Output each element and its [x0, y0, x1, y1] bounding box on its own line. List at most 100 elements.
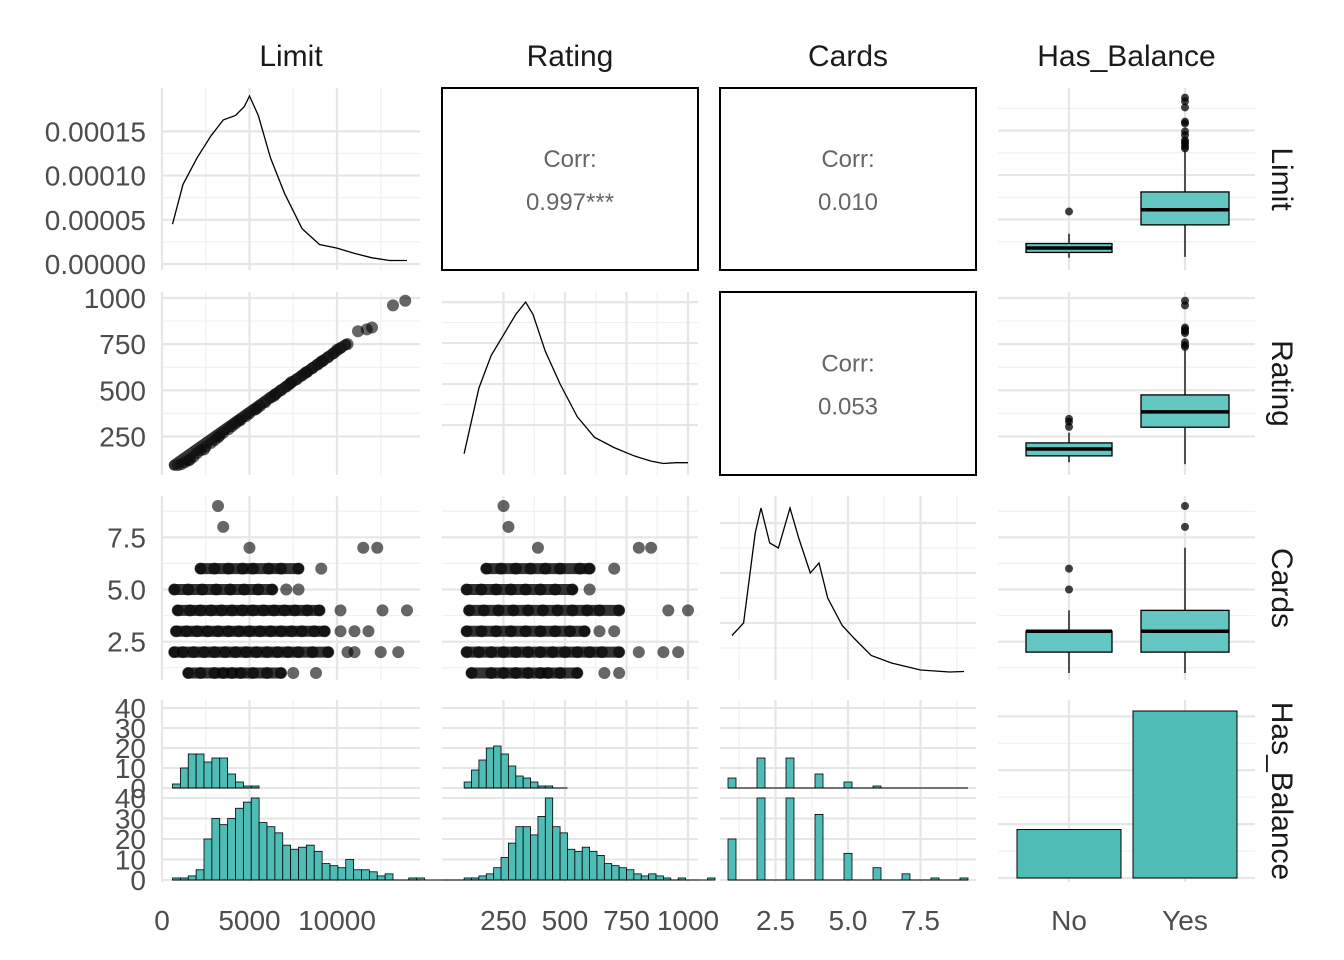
boxplot-outlier	[1181, 522, 1189, 531]
histogram-bar	[530, 834, 539, 881]
scatter-point	[292, 583, 305, 596]
scatter-point	[212, 500, 224, 512]
histogram-bar	[544, 797, 554, 881]
histogram-bar	[581, 846, 590, 881]
scatter-point	[463, 604, 476, 617]
boxplot-outlier	[1181, 127, 1189, 136]
x-tick-label: 750	[603, 905, 650, 936]
correlation-value: 0.053	[818, 394, 878, 421]
histogram-bar	[463, 781, 472, 789]
scatter-point	[262, 562, 275, 575]
text-layer: Corr: 0.997*** Corr: 0.010 Corr: 0.053 Limit Ra…	[45, 40, 1298, 936]
scatter-point	[662, 604, 675, 617]
y-tick-label: 40	[115, 693, 146, 724]
boxplot-outlier	[1181, 502, 1189, 510]
histogram-bar	[187, 753, 197, 789]
scatter-point	[371, 541, 384, 554]
histogram-bar	[227, 773, 236, 789]
column-strip-label: Limit	[259, 40, 323, 73]
histogram-bar	[633, 873, 642, 881]
scatter-point	[247, 667, 259, 679]
histogram-bar	[313, 850, 323, 881]
scatter-point	[296, 625, 308, 638]
histogram-bar	[589, 850, 598, 881]
correlation-label: Corr:	[821, 351, 874, 378]
histogram-bar	[574, 850, 583, 881]
histogram-bar	[552, 826, 561, 881]
histogram-bar	[227, 818, 236, 881]
scatter-point	[334, 604, 347, 617]
column-strip-label: Cards	[808, 40, 888, 73]
histogram-bar	[515, 775, 524, 789]
scatter-point	[215, 604, 228, 617]
boxplot-outlier	[1181, 117, 1189, 126]
scatter-point	[275, 667, 287, 679]
y-tick-label: 0.00005	[45, 205, 146, 236]
scatter-point	[222, 562, 235, 575]
histogram-bar	[756, 797, 766, 881]
scatter-point	[578, 625, 591, 638]
histogram-bar	[872, 867, 882, 881]
correlation-value: 0.997***	[526, 189, 614, 216]
scatter-point	[198, 646, 210, 659]
histogram-bar	[843, 852, 853, 881]
scatter-point	[490, 625, 503, 638]
correlation-label: Corr:	[821, 146, 874, 173]
histogram-bar	[345, 859, 355, 881]
histogram-bar	[203, 838, 213, 881]
scatter-point	[480, 562, 493, 575]
scatter-point	[460, 583, 473, 596]
scatter-point	[509, 562, 522, 575]
scatter-point	[187, 646, 200, 659]
y-tick-label: 30	[115, 713, 146, 744]
histogram-bar	[384, 873, 394, 881]
scatter-point	[613, 646, 626, 659]
scatter-point	[222, 625, 235, 638]
scatter-point	[170, 625, 182, 638]
histogram-bar	[596, 855, 605, 881]
y-tick-label: 20	[115, 733, 146, 764]
y-tick-label: 10	[115, 845, 146, 876]
x-tick-label: 7.5	[901, 905, 940, 936]
scatter-point	[465, 667, 478, 679]
histogram-bar	[559, 832, 568, 881]
scatter-point	[593, 604, 606, 617]
scatter-point	[171, 604, 184, 617]
scatter-point	[645, 541, 658, 554]
histogram-bar	[274, 832, 284, 881]
scatter-point	[495, 562, 508, 575]
scatter-point	[492, 604, 505, 617]
scatter-point	[243, 541, 256, 554]
boxplot-outlier	[1181, 338, 1189, 347]
histogram-bar	[195, 869, 205, 881]
scatter-point	[201, 625, 214, 638]
scatter-point	[497, 646, 510, 659]
histogram-bar	[471, 769, 480, 789]
scatter-point	[504, 583, 517, 596]
scatter-point	[509, 646, 522, 659]
histogram-bar	[648, 873, 657, 881]
scatter-point	[292, 562, 305, 575]
histogram-bar	[376, 875, 386, 881]
x-tick-label: 0	[154, 905, 170, 936]
grid-layer	[160, 88, 1255, 882]
scatter-point	[282, 646, 294, 659]
boxplot-box	[1025, 630, 1113, 653]
scatter-point	[376, 604, 389, 617]
scatter-point	[208, 562, 221, 575]
scatter-point	[608, 625, 621, 638]
histogram-bar	[640, 875, 650, 881]
scatter-point	[287, 667, 300, 679]
scatter-point	[236, 604, 249, 617]
histogram-bar	[478, 875, 487, 881]
scatter-point	[182, 583, 195, 596]
scatter-point	[485, 646, 498, 659]
y-tick-label: 20	[115, 824, 146, 855]
histogram-bar	[187, 875, 197, 881]
histogram-bar	[211, 757, 221, 789]
scatter-point	[250, 646, 263, 659]
histogram-bar	[522, 777, 531, 789]
scatter-point	[233, 625, 245, 638]
scatter-point	[566, 583, 579, 596]
scatter-point	[210, 583, 223, 596]
